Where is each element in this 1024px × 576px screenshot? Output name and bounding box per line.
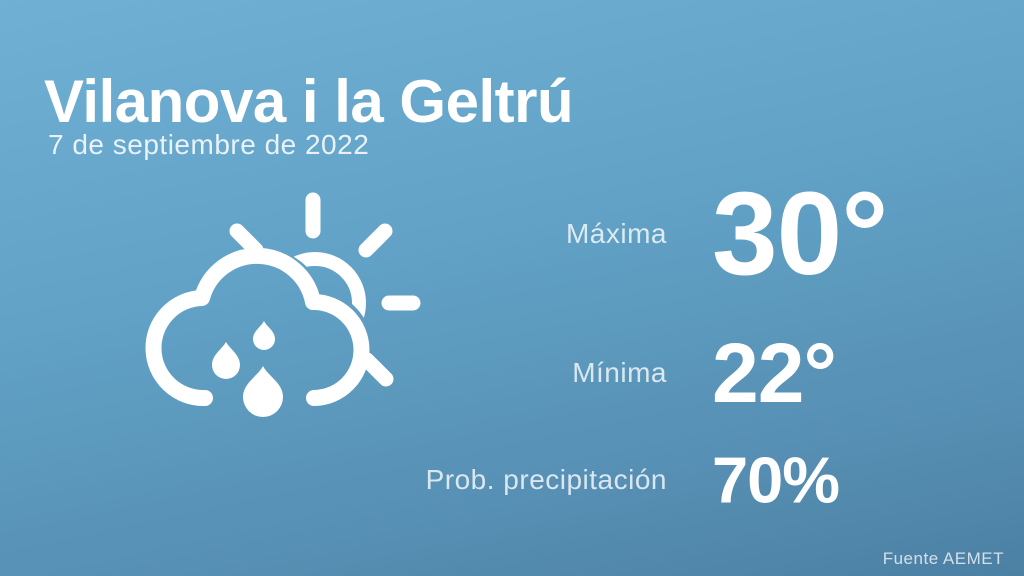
precipitation-label: Prob. precipitación	[425, 464, 667, 495]
raindrops-icon	[212, 321, 283, 417]
location-title: Vilanova i la Geltrú	[44, 68, 574, 135]
max-temperature-label: Máxima	[565, 218, 667, 249]
data-source-credit: Fuente AEMET	[882, 549, 1004, 568]
cloud-icon	[145, 247, 370, 407]
min-temperature-label: Mínima	[572, 357, 667, 388]
sun-icon	[229, 192, 421, 387]
max-temperature-value: 30°	[712, 168, 888, 300]
precipitation-value: 70%	[712, 443, 840, 517]
min-temperature-value: 22°	[712, 326, 837, 420]
sun-behind-rain-cloud-icon	[145, 192, 421, 417]
forecast-date: 7 de septiembre de 2022	[48, 129, 370, 160]
